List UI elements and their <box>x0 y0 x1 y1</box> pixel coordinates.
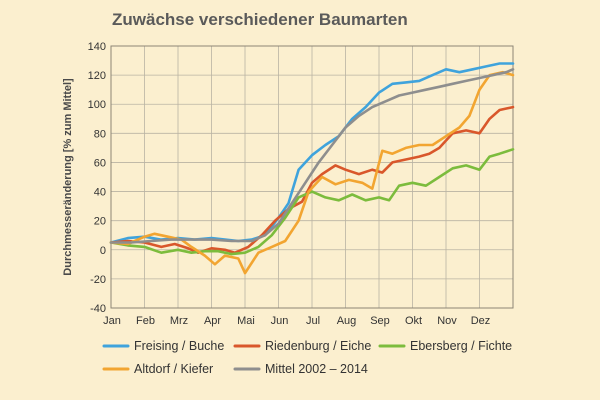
y-tick-label: 100 <box>88 99 106 111</box>
grid <box>110 45 514 309</box>
y-tick-label: -40 <box>90 303 106 315</box>
y-tick-label: 60 <box>94 157 106 169</box>
series-line-3 <box>109 70 515 275</box>
x-tick-label: Okt <box>405 315 422 327</box>
series-lines <box>109 62 515 275</box>
y-tick-label: 80 <box>94 128 106 140</box>
x-tick-label: Nov <box>437 315 457 327</box>
plot-frame <box>110 45 514 309</box>
x-tick-label: Jan <box>103 315 121 327</box>
chart-title: Zuwächse verschiedener Baumarten <box>112 10 408 29</box>
legend: Freising / Buche Riedenburg / Eiche Ebersb… <box>102 339 512 376</box>
series-line-2 <box>109 148 515 256</box>
x-tick-label: Apr <box>204 315 221 327</box>
series-line-4 <box>109 68 515 244</box>
y-tick-label: 140 <box>88 41 106 53</box>
legend-label-1: Riedenburg / Eiche <box>265 339 371 353</box>
legend-label-0: Freising / Buche <box>134 339 224 353</box>
x-tick-label: Sep <box>370 315 390 327</box>
x-tick-label: Aug <box>337 315 357 327</box>
legend-label-4: Mittel 2002 – 2014 <box>265 362 368 376</box>
legend-label-2: Ebersberg / Fichte <box>410 339 512 353</box>
y-tick-label: 120 <box>88 70 106 82</box>
x-tick-label: Mai <box>237 315 255 327</box>
y-axis-label: Durchmesseränderung [% zum Mittel] <box>62 78 74 276</box>
x-tick-label: Dez <box>471 315 491 327</box>
x-axis: Jan Feb Mrz Apr Mai Jun Jul Aug Sep Okt Nov Dez <box>103 315 490 327</box>
x-tick-label: Jun <box>271 315 289 327</box>
x-tick-label: Feb <box>136 315 155 327</box>
series-line-1 <box>109 105 515 254</box>
x-tick-label: Jul <box>306 315 320 327</box>
y-tick-label: -20 <box>90 274 106 286</box>
y-tick-label: 0 <box>100 245 106 257</box>
y-tick-label: 20 <box>94 216 106 228</box>
y-tick-label: 40 <box>94 187 106 199</box>
x-tick-label: Mrz <box>170 315 188 327</box>
y-axis: -40 -20 0 20 40 60 80 100 120 140 <box>88 41 106 315</box>
legend-label-3: Altdorf / Kiefer <box>134 362 213 376</box>
